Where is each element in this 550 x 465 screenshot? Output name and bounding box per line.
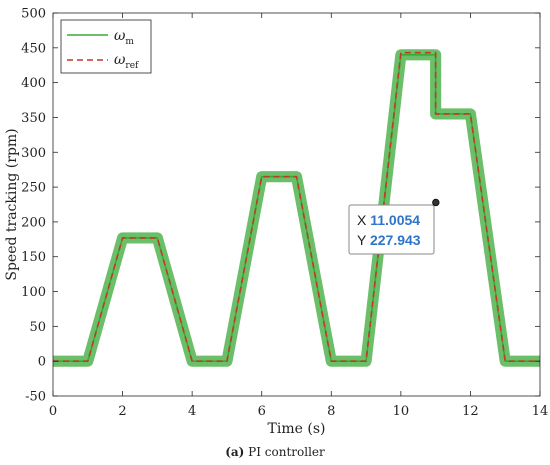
x-tick-label: 12 <box>462 404 479 419</box>
caption-text: PI controller <box>244 445 325 459</box>
y-tick-label: 150 <box>21 250 46 265</box>
legend: ωm ωref <box>60 19 152 74</box>
y-tick-label: 450 <box>21 41 46 56</box>
y-tick-label: 50 <box>29 320 46 335</box>
legend-label-omega-ref: ωref <box>114 52 139 71</box>
datatip-marker <box>432 198 440 207</box>
y-tick-label: 250 <box>21 181 46 196</box>
x-tick-label: 0 <box>49 404 57 419</box>
y-tick-label: -50 <box>25 390 46 405</box>
y-tick-label: 0 <box>38 355 46 370</box>
speed-tracking-chart: 0 2 4 6 8 10 12 14-5005010015020025030035040045… <box>4 7 548 438</box>
datatip-y-row: Y 227.943 <box>357 232 421 248</box>
x-tick-label: 2 <box>118 404 126 419</box>
x-tick-label: 8 <box>327 404 335 419</box>
series-omega-ref-line <box>53 51 540 362</box>
x-tick-label: 10 <box>393 404 410 419</box>
figure-caption: (a) PI controller <box>0 445 550 459</box>
legend-label-omega-m: ωm <box>114 28 134 47</box>
y-tick-label: 100 <box>21 285 46 300</box>
x-tick-label: 4 <box>188 404 196 419</box>
datatip: X 11.0054 Y 227.943 <box>348 198 440 255</box>
caption-label: (a) <box>225 445 245 459</box>
plot-frame <box>52 12 541 397</box>
y-tick-label: 500 <box>21 7 46 22</box>
y-tick-label: 350 <box>21 111 46 126</box>
y-tick-label: 300 <box>21 146 46 161</box>
x-axis-label: Time (s) <box>268 421 326 437</box>
datatip-x-row: X 11.0054 <box>357 212 420 228</box>
x-tick-label: 14 <box>532 404 549 419</box>
y-tick-label: 200 <box>21 215 46 230</box>
ticks-layer: 0 2 4 6 8 10 12 14-5005010015020025030035040045… <box>21 7 548 420</box>
series-layer <box>53 49 540 367</box>
datatip-box <box>348 204 435 255</box>
y-axis-label: Speed tracking (rpm) <box>4 128 20 280</box>
y-tick-label: 400 <box>21 76 46 91</box>
legend-box <box>60 19 152 74</box>
x-tick-label: 6 <box>258 404 266 419</box>
